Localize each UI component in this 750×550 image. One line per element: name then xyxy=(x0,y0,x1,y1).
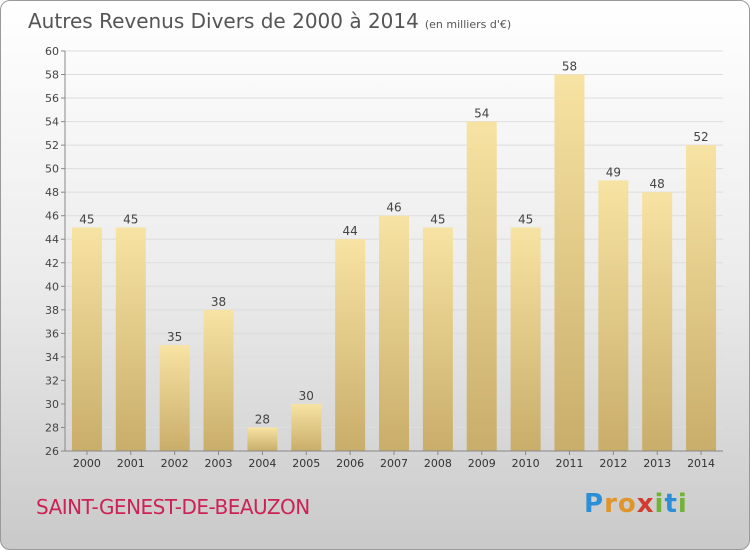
y-tick-label: 30 xyxy=(45,398,59,411)
y-tick-label: 34 xyxy=(45,351,59,364)
bars: 45 45 35 38 28 30 44 46 45 54 45 58 49 48 52 xyxy=(71,60,717,452)
y-tick-label: 60 xyxy=(45,45,59,58)
data-label: 45 xyxy=(123,212,138,226)
logo-letter: x xyxy=(636,489,655,519)
bar xyxy=(247,427,278,451)
y-tick-label: 48 xyxy=(45,186,59,199)
y-tick-label: 28 xyxy=(45,421,59,434)
y-tick-label: 58 xyxy=(45,69,59,82)
chart-subtitle: (en milliers d'€) xyxy=(424,18,512,31)
data-label: 35 xyxy=(167,330,182,344)
x-tick-label: 2012 xyxy=(599,457,627,470)
y-tick-label: 52 xyxy=(45,139,59,152)
bar xyxy=(115,227,146,451)
x-tick-label: 2002 xyxy=(161,457,189,470)
x-tick-label: 2010 xyxy=(512,457,540,470)
y-tick-label: 46 xyxy=(45,210,59,223)
proxiti-logo[interactable]: Proxiti xyxy=(584,489,688,519)
x-tick-label: 2000 xyxy=(73,457,101,470)
x-tick-label: 2008 xyxy=(424,457,452,470)
y-tick-label: 38 xyxy=(45,304,59,317)
x-tick-label: 2005 xyxy=(292,457,320,470)
bar xyxy=(203,309,234,451)
logo-letter: P xyxy=(584,489,605,519)
data-label: 28 xyxy=(255,412,270,426)
bar xyxy=(335,239,366,451)
y-tick-label: 26 xyxy=(45,445,59,458)
bar xyxy=(422,227,453,451)
x-tick-label: 2011 xyxy=(555,457,583,470)
bar xyxy=(71,227,102,451)
commune-name: SAINT-GENEST-DE-BEAUZON xyxy=(36,495,310,519)
bar xyxy=(291,403,322,451)
y-tick-label: 44 xyxy=(45,233,59,246)
data-label: 58 xyxy=(562,60,577,74)
logo-letter: t xyxy=(664,489,678,519)
data-label: 48 xyxy=(650,177,665,191)
bar xyxy=(510,227,541,451)
y-tick-label: 56 xyxy=(45,92,59,105)
data-label: 45 xyxy=(518,212,533,226)
data-label: 52 xyxy=(693,130,708,144)
logo-letter: i xyxy=(654,489,665,519)
bar xyxy=(159,345,190,451)
logo-letter: r xyxy=(604,489,618,519)
x-tick-label: 2014 xyxy=(687,457,715,470)
x-tick-label: 2009 xyxy=(468,457,496,470)
data-label: 45 xyxy=(79,212,94,226)
data-label: 46 xyxy=(386,201,401,215)
bar xyxy=(379,215,409,451)
x-tick-label: 2006 xyxy=(336,457,364,470)
y-tick-label: 42 xyxy=(45,257,59,270)
data-label: 30 xyxy=(299,389,314,403)
axes: 26 28 30 32 34 36 38 40 42 44 46 48 50 52 54 56 58 60 2000… xyxy=(45,45,723,470)
bar xyxy=(466,121,497,452)
bar xyxy=(598,180,629,452)
y-tick-label: 32 xyxy=(45,374,59,387)
bar xyxy=(642,192,673,452)
x-tick-label: 2004 xyxy=(248,457,276,470)
data-label: 45 xyxy=(430,212,445,226)
data-label: 44 xyxy=(342,224,357,238)
x-tick-label: 2013 xyxy=(643,457,671,470)
data-label: 49 xyxy=(606,165,621,179)
y-tick-label: 50 xyxy=(45,163,59,176)
logo-letter: o xyxy=(617,489,637,519)
chart-title: Autres Revenus Divers de 2000 à 2014 (en … xyxy=(28,9,511,33)
bar xyxy=(686,145,717,451)
bar xyxy=(554,74,585,451)
y-tick-label: 36 xyxy=(45,327,59,340)
x-tick-label: 2003 xyxy=(205,457,233,470)
x-tick-label: 2007 xyxy=(380,457,408,470)
chart-title-text: Autres Revenus Divers de 2000 à 2014 xyxy=(28,9,419,33)
y-tick-label: 40 xyxy=(45,280,59,293)
logo-letter: i xyxy=(677,489,688,519)
data-label: 54 xyxy=(474,107,489,121)
x-tick-label: 2001 xyxy=(117,457,145,470)
data-label: 38 xyxy=(211,295,226,309)
y-tick-label: 54 xyxy=(45,116,59,129)
